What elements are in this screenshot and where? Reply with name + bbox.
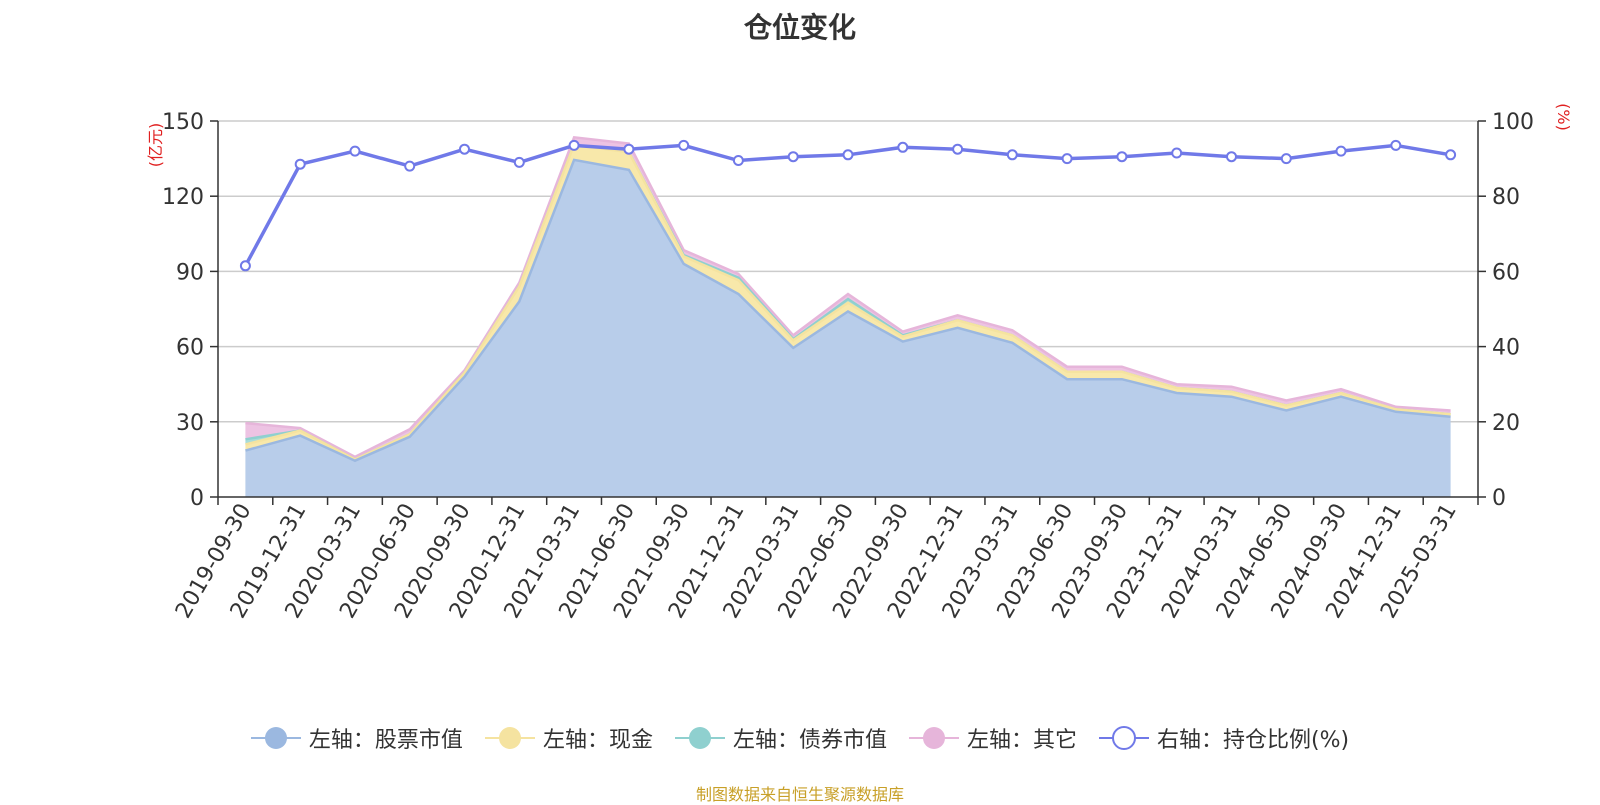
source-note: 制图数据来自恒生聚源数据库 xyxy=(695,785,904,804)
ratio-point xyxy=(1171,147,1183,159)
ratio-line xyxy=(243,143,1451,267)
right-axis-tick-label: 0 xyxy=(1492,486,1506,511)
legend-label: 左轴：债券市值 xyxy=(732,728,887,753)
right-axis-tick-label: 60 xyxy=(1492,260,1520,285)
legend-item[interactable]: 右轴：持仓比例(%) xyxy=(1098,722,1350,754)
ratio-point xyxy=(1226,151,1237,163)
legend-marker-icon xyxy=(908,727,959,749)
right-axis-unit: (%) xyxy=(1554,103,1573,131)
legend-item[interactable]: 左轴：股票市值 xyxy=(250,722,463,754)
legend-marker-icon xyxy=(1098,726,1149,750)
ratio-point xyxy=(349,145,361,157)
legend-label: 右轴：持仓比例(%) xyxy=(1156,728,1350,753)
area-edge-3 xyxy=(245,135,1451,459)
ratio-point xyxy=(1390,139,1402,151)
legend-label: 左轴：其它 xyxy=(966,728,1077,753)
ratio-point xyxy=(459,143,470,155)
left-axis-tick-label: 0 xyxy=(190,486,204,511)
left-axis-tick-label: 120 xyxy=(162,185,204,210)
ratio-point xyxy=(842,149,854,161)
right-axis-tick-label: 20 xyxy=(1492,411,1520,436)
ratio-point xyxy=(294,158,306,170)
legend-item[interactable]: 左轴：债券市值 xyxy=(674,722,887,754)
ratio-point xyxy=(897,141,909,153)
right-axis-tick-label: 40 xyxy=(1492,336,1520,361)
legend: 左轴：股票市值 左轴：现金 左轴：债券市值 左轴：其它 右轴：持仓比例(%) xyxy=(0,722,1600,754)
ratio-point xyxy=(732,155,744,166)
chart-title: 仓位变化 xyxy=(743,11,856,44)
ratio-point xyxy=(1445,149,1457,161)
ratio-line-series xyxy=(239,139,1457,272)
ratio-point xyxy=(678,139,690,151)
left-axis-unit: (亿元) xyxy=(146,123,165,168)
area-series xyxy=(245,135,1451,497)
ratio-point xyxy=(787,151,799,163)
legend-marker-icon xyxy=(484,727,535,749)
left-axis-tick-label: 90 xyxy=(176,260,204,285)
legend-item[interactable]: 左轴：其它 xyxy=(908,722,1077,754)
area-0 xyxy=(245,159,1451,497)
ratio-point xyxy=(1335,145,1347,157)
ratio-point xyxy=(623,143,635,155)
legend-marker-icon xyxy=(250,727,301,749)
ratio-point xyxy=(568,139,580,151)
left-axis-tick-label: 150 xyxy=(162,110,204,135)
ratio-point xyxy=(513,156,525,168)
ratio-point xyxy=(404,160,416,172)
ratio-point xyxy=(1061,153,1073,165)
legend-label: 左轴：股票市值 xyxy=(308,728,463,753)
left-axis-tick-label: 30 xyxy=(176,411,204,436)
right-axis-tick-label: 100 xyxy=(1492,110,1534,135)
ratio-point xyxy=(952,143,964,155)
legend-marker-icon xyxy=(674,727,725,749)
ratio-point xyxy=(1280,153,1292,165)
left-axis-tick-label: 60 xyxy=(176,336,204,361)
ratio-point xyxy=(1006,149,1018,161)
legend-item[interactable]: 左轴：现金 xyxy=(484,722,653,754)
right-axis-tick-label: 80 xyxy=(1492,185,1520,210)
area-edge-1 xyxy=(245,143,1451,461)
ratio-point xyxy=(239,260,251,272)
legend-label: 左轴：现金 xyxy=(542,728,653,753)
ratio-point xyxy=(1116,151,1128,163)
area-edge-0 xyxy=(245,158,1451,463)
